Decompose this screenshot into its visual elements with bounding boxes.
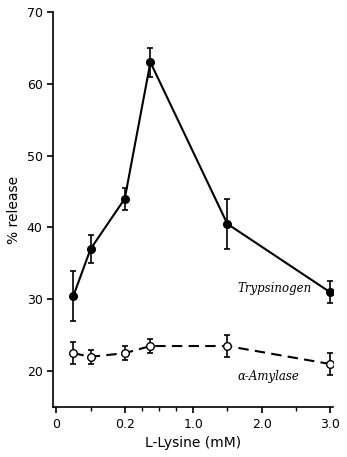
Y-axis label: % release: % release bbox=[7, 175, 21, 244]
X-axis label: L-Lysine (mM): L-Lysine (mM) bbox=[145, 436, 241, 450]
Text: Trypsinogen: Trypsinogen bbox=[238, 282, 312, 295]
Text: α-Amylase: α-Amylase bbox=[238, 371, 299, 383]
